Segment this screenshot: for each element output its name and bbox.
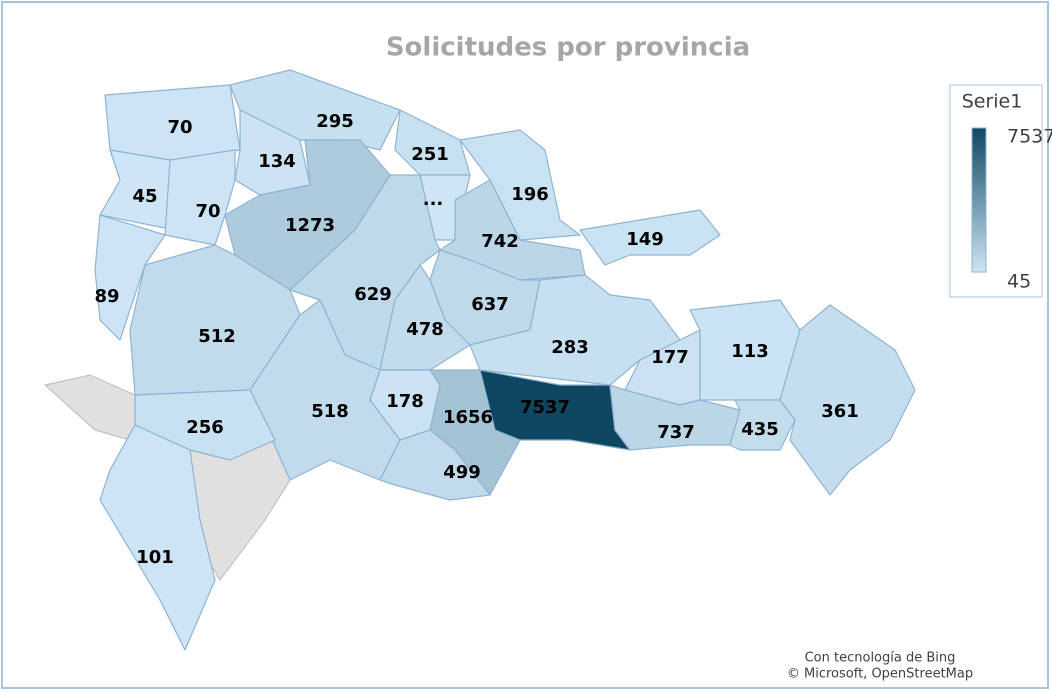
province xyxy=(779,304,916,496)
province xyxy=(379,429,491,501)
province-label: 512 xyxy=(198,326,236,347)
province-label: 283 xyxy=(551,337,589,358)
province-label: 89 xyxy=(94,286,119,307)
province-label: 251 xyxy=(411,144,449,165)
credit: Con tecnología de Bing xyxy=(805,651,956,666)
province-label: 101 xyxy=(136,547,174,568)
province-label: 70 xyxy=(167,117,192,138)
province-label: 499 xyxy=(443,462,481,483)
legend-gradient xyxy=(971,127,987,273)
province-label: 518 xyxy=(311,401,349,422)
chart-title: Solicitudes por provincia xyxy=(386,33,750,63)
province-label: 435 xyxy=(741,419,779,440)
province-label: 361 xyxy=(821,401,859,422)
province-label: 7537 xyxy=(520,397,570,418)
province xyxy=(579,209,721,266)
province-label: 178 xyxy=(386,391,424,412)
province xyxy=(94,214,166,341)
province-label: 70 xyxy=(195,201,220,222)
province-label: 149 xyxy=(626,229,664,250)
legend-min: 45 xyxy=(1007,271,1031,293)
province xyxy=(99,424,216,651)
province-label: 295 xyxy=(316,111,354,132)
province xyxy=(609,384,741,451)
province-label: 45 xyxy=(132,186,157,207)
province-label: 196 xyxy=(511,184,549,205)
map: 70 295 134 251... 196 45 70 1273 742 149 89 629 637 5… xyxy=(43,69,916,651)
province-label: 113 xyxy=(731,341,769,362)
province-label: 1273 xyxy=(285,215,335,236)
province-label: 177 xyxy=(651,347,689,368)
province-label: ... xyxy=(423,189,444,210)
credit: © Microsoft, OpenStreetMap xyxy=(787,667,973,682)
province-label: 737 xyxy=(657,422,695,443)
legend-box xyxy=(949,84,1043,298)
province-label: 478 xyxy=(406,319,444,340)
legend-max: 7537 xyxy=(1007,126,1052,148)
province-label: 629 xyxy=(354,284,392,305)
province-label: 1656 xyxy=(443,407,493,428)
province-label: 134 xyxy=(258,151,296,172)
province-label: 256 xyxy=(186,417,224,438)
province xyxy=(99,149,176,231)
province-label: 742 xyxy=(481,231,519,252)
province-label: 637 xyxy=(471,294,509,315)
legend-title: Serie1 xyxy=(962,91,1023,113)
